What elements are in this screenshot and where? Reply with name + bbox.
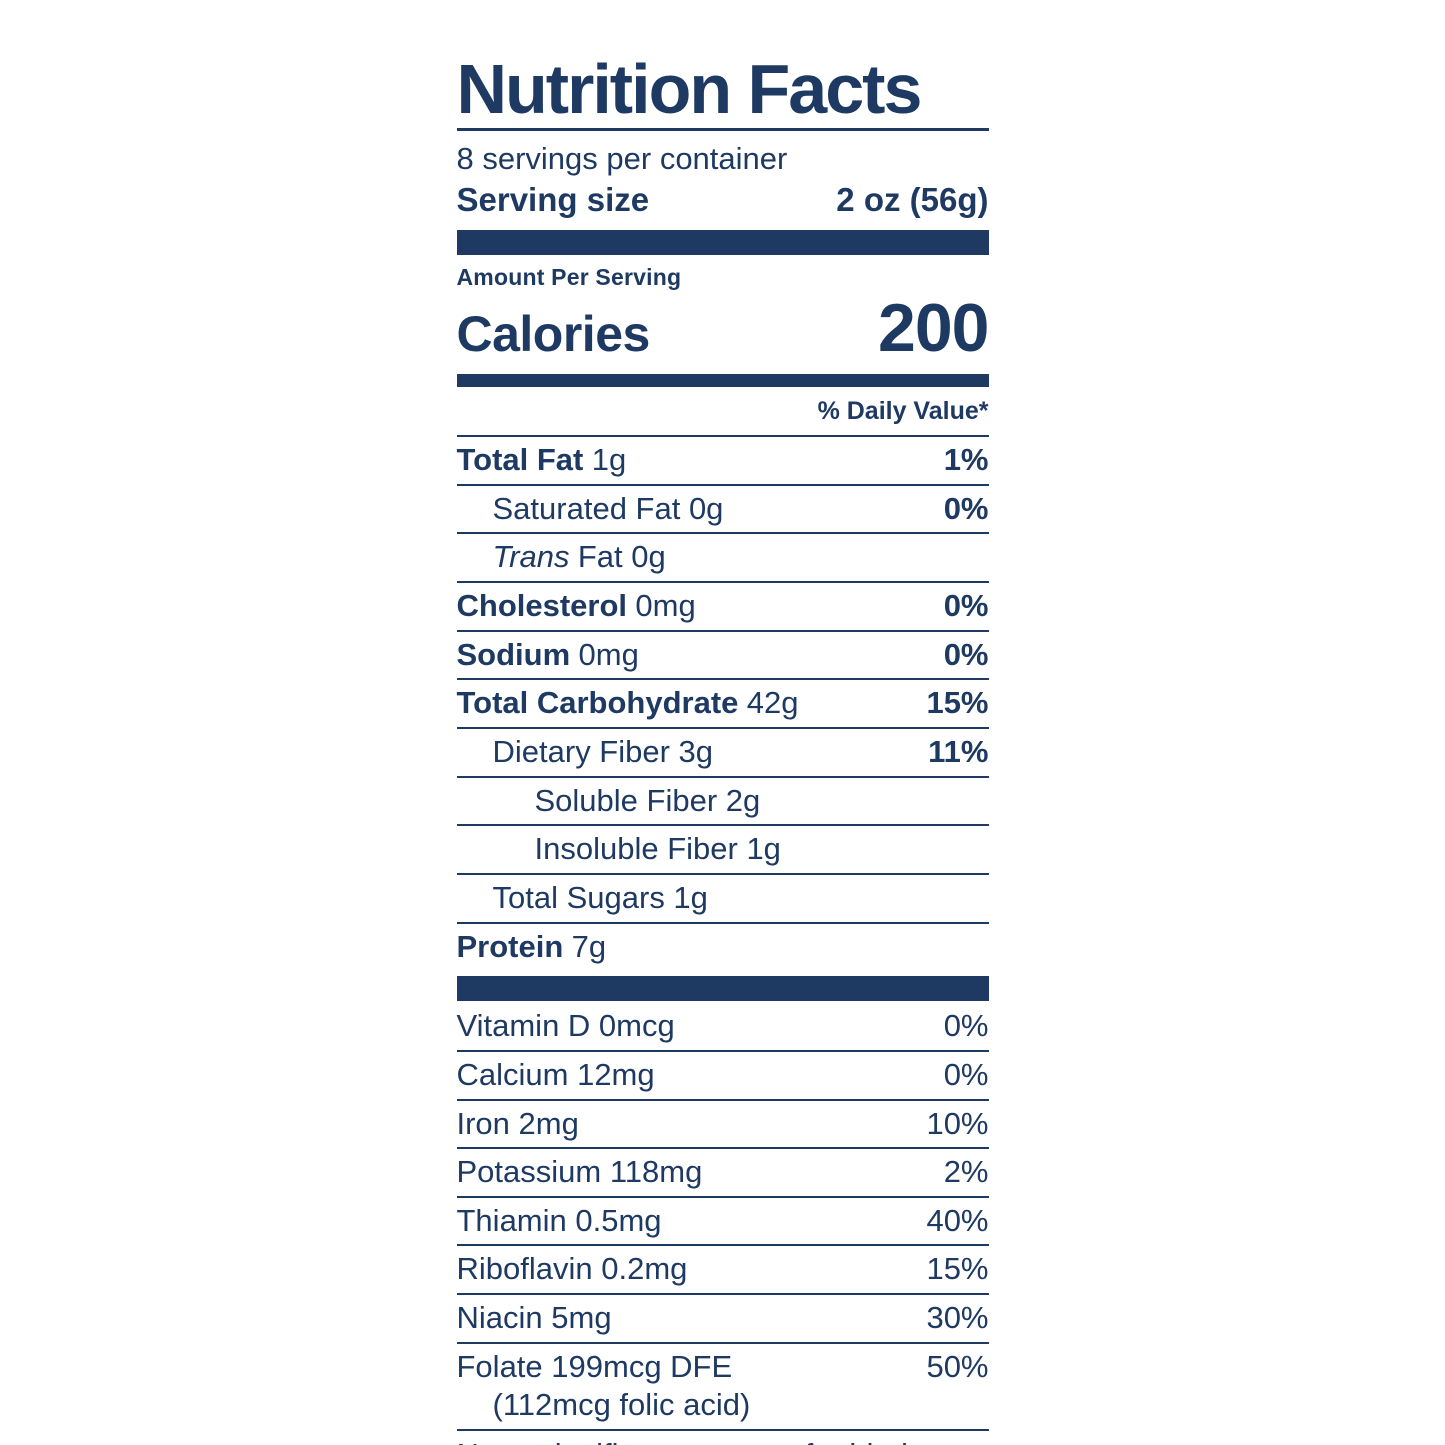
nutrient-row-insoluble-fiber: Insoluble Fiber 1g — [456, 826, 989, 875]
nutrition-facts-label: Nutrition Facts 8 servings per container… — [456, 50, 990, 1445]
daily-value-header: % Daily Value* — [456, 387, 989, 438]
serving-size-row: Serving size 2 oz (56g) — [457, 181, 989, 219]
micronutrient-row-calcium: Calcium 12mg 0% — [456, 1052, 989, 1101]
nutrient-name: Cholesterol — [456, 588, 628, 624]
nutrient-row-total-fat: Total Fat 1g 1% — [456, 437, 989, 486]
nutrient-name: Trans — [492, 539, 570, 575]
serving-size-value: 2 oz (56g) — [836, 181, 989, 219]
no-added-sugars-note: Not a significant source of added sugars… — [457, 1431, 989, 1445]
daily-value: 50% — [926, 1348, 989, 1384]
daily-value: 15% — [926, 685, 989, 721]
micronutrient-row-thiamin: Thiamin 0.5mg 40% — [456, 1198, 989, 1247]
daily-value: 0% — [943, 1008, 989, 1044]
daily-value: 40% — [926, 1202, 989, 1238]
calories-value: 200 — [878, 290, 989, 367]
nutrient-name: Dietary Fiber 3g — [492, 734, 714, 770]
nutrient-amount: 7g — [571, 928, 607, 964]
calories-row: Calories 200 — [456, 289, 990, 367]
nutrient-amount: 1g — [591, 442, 627, 478]
nutrient-name: Saturated Fat 0g — [492, 490, 724, 526]
nutrient-name: Total Fat — [456, 442, 584, 478]
thick-divider-middle — [456, 976, 989, 1002]
servings-per-container: 8 servings per container — [456, 141, 788, 176]
label-title: Nutrition Facts — [456, 50, 923, 128]
daily-value: 11% — [928, 734, 989, 770]
daily-value: 0% — [943, 588, 989, 624]
nutrient-row-dietary-fiber: Dietary Fiber 3g 11% — [456, 729, 989, 778]
micronutrient-row-niacin: Niacin 5mg 30% — [456, 1295, 989, 1344]
nutrient-name: Insoluble Fiber 1g — [534, 831, 781, 867]
daily-value: 0% — [943, 1056, 989, 1092]
daily-value: 2% — [943, 1154, 989, 1190]
daily-value: 0% — [943, 636, 989, 672]
nutrient-amount: 42g — [746, 685, 799, 721]
calories-divider — [456, 374, 989, 388]
micronutrient-row-iron: Iron 2mg 10% — [456, 1101, 989, 1150]
daily-value: 15% — [926, 1251, 989, 1287]
nutrient-row-protein: Protein 7g — [457, 924, 989, 971]
nutrient-name: Soluble Fiber 2g — [534, 782, 761, 818]
micronutrient-row-vitamin-d: Vitamin D 0mcg 0% — [456, 1003, 989, 1052]
thick-divider-top — [456, 230, 989, 256]
nutrient-name: Total Carbohydrate — [456, 685, 739, 721]
nutrient-name: Protein — [456, 928, 564, 964]
nutrient-amount: 0mg — [635, 588, 696, 624]
nutrient-sub-detail: (112mcg folic acid) — [492, 1387, 751, 1423]
nutrient-name: Sodium — [456, 636, 571, 672]
nutrient-row-cholesterol: Cholesterol 0mg 0% — [456, 583, 989, 632]
nutrient-name: Vitamin D 0mcg — [456, 1008, 675, 1044]
serving-size-label: Serving size — [456, 181, 650, 219]
nutrient-name: Thiamin 0.5mg — [456, 1202, 662, 1238]
nutrient-row-total-sugars: Total Sugars 1g — [456, 875, 989, 924]
nutrient-name: Total Sugars 1g — [492, 879, 708, 915]
nutrient-amount: 0mg — [578, 636, 639, 672]
nutrient-amount: Fat 0g — [577, 539, 666, 575]
nutrient-row-sodium: Sodium 0mg 0% — [456, 632, 989, 681]
nutrient-name: Calcium 12mg — [456, 1056, 655, 1092]
nutrient-name: Folate 199mcg DFE — [456, 1348, 733, 1384]
nutrient-row-trans-fat: Trans Fat 0g — [456, 534, 989, 584]
daily-value: 30% — [926, 1300, 989, 1336]
title-divider — [456, 128, 989, 131]
micronutrient-row-potassium: Potassium 118mg 2% — [456, 1149, 989, 1198]
nutrient-name: Iron 2mg — [456, 1105, 579, 1141]
calories-label: Calories — [456, 306, 651, 363]
nutrient-row-total-carbohydrate: Total Carbohydrate 42g 15% — [456, 680, 989, 730]
nutrient-name: Potassium 118mg — [456, 1154, 703, 1190]
daily-value: 0% — [943, 490, 989, 526]
amount-per-serving: Amount Per Serving — [456, 264, 682, 291]
nutrient-row-saturated-fat: Saturated Fat 0g 0% — [456, 486, 989, 535]
daily-value: 1% — [943, 442, 989, 478]
micronutrient-row-riboflavin: Riboflavin 0.2mg 15% — [456, 1246, 989, 1296]
nutrient-name: Riboflavin 0.2mg — [456, 1251, 688, 1287]
nutrient-row-soluble-fiber: Soluble Fiber 2g — [456, 778, 989, 827]
daily-value: 10% — [926, 1105, 989, 1141]
nutrient-name: Niacin 5mg — [456, 1300, 612, 1336]
micronutrient-row-folate: Folate 199mcg DFE (112mcg folic acid) 50… — [456, 1344, 989, 1431]
